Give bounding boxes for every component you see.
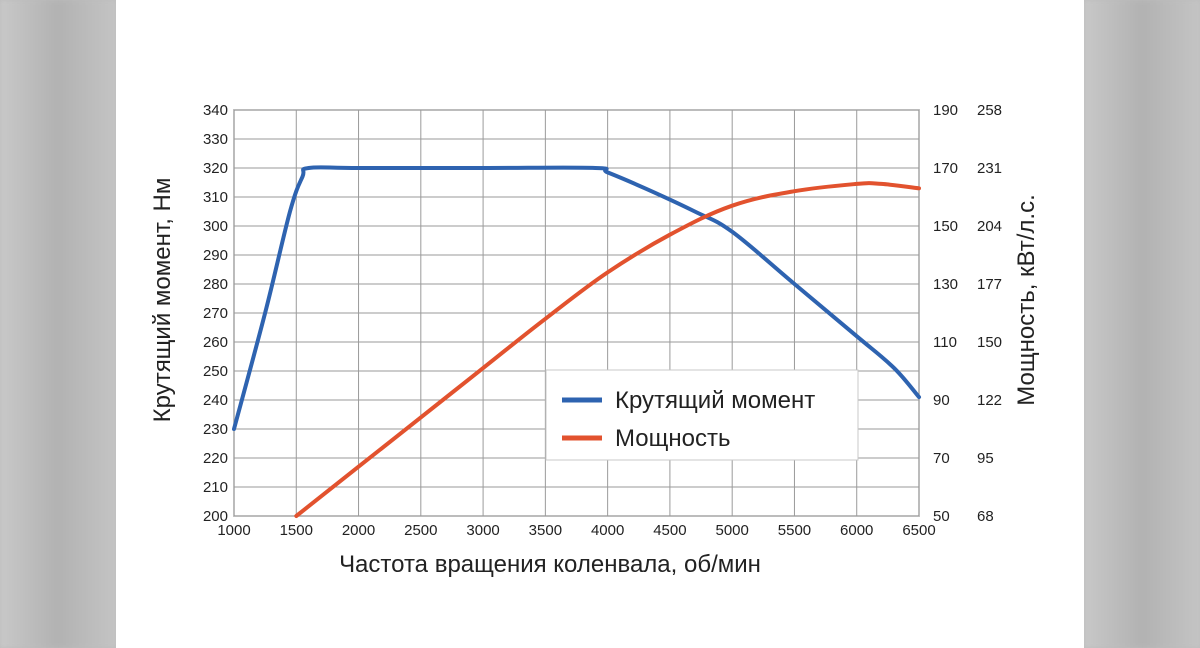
y-left-tick-label: 260 [203,334,228,351]
y-left-tick-label: 300 [203,218,228,235]
legend: Крутящий момент Мощность [545,369,859,461]
x-tick-label: 3500 [529,522,562,539]
x-tick-label: 5500 [778,522,811,539]
legend-label-torque: Крутящий момент [615,387,815,414]
power-series-line [294,181,921,518]
x-axis-ticks: 1000 1500 2000 2500 3000 3500 4000 4500 5000 5500… [217,522,935,539]
y-right-hp-tick-label: 258 [977,102,1002,119]
x-tick-label: 6000 [840,522,873,539]
y-left-tick-label: 220 [203,450,228,467]
y-right-hp-tick-label: 204 [977,218,1002,235]
x-tick-label: 6500 [902,522,935,539]
y-left-tick-label: 210 [203,479,228,496]
y-right-kw-tick-label: 70 [933,450,950,467]
y-left-tick-label: 290 [203,247,228,264]
y-left-tick-label: 240 [203,392,228,409]
y-right-kw-tick-label: 110 [933,334,957,351]
blurred-background-left [0,0,116,648]
y-right-kw-tick-label: 170 [933,160,958,177]
y-left-tick-label: 320 [203,160,228,177]
x-tick-label: 2500 [404,522,437,539]
y-right-kw-tick-label: 90 [933,392,950,409]
y-left-tick-label: 270 [203,305,228,322]
blurred-background-right [1084,0,1200,648]
legend-box [545,369,859,461]
x-tick-label: 4000 [591,522,624,539]
x-tick-label: 2000 [342,522,375,539]
left-axis-ticks: 200 210 220 230 240 250 260 270 280 290 300 310 320 3… [203,102,228,525]
y-right-hp-tick-label: 231 [977,160,1002,177]
y-right-kw-tick-label: 130 [933,276,958,293]
y-right-kw-tick-label: 150 [933,218,958,235]
x-tick-label: 1500 [280,522,313,539]
y-right-hp-tick-label: 177 [977,276,1002,293]
right-axis-title: Мощность, кВт/л.с. [1013,194,1040,406]
y-left-tick-label: 310 [203,189,228,206]
y-right-hp-tick-label: 95 [977,450,994,467]
x-axis-title: Частота вращения коленвала, об/мин [339,551,761,578]
chart-lines [232,165,921,518]
y-left-tick-label: 280 [203,276,228,293]
x-tick-label: 5000 [715,522,748,539]
chart-card: 200 210 220 230 240 250 260 270 280 290 300 310 320 3… [116,0,1084,648]
y-left-tick-label: 200 [203,508,228,525]
y-right-kw-tick-label: 190 [933,102,958,119]
torque-power-chart: 200 210 220 230 240 250 260 270 280 290 300 310 320 3… [149,102,1040,578]
y-right-hp-tick-label: 150 [977,334,1002,351]
y-left-tick-label: 230 [203,421,228,438]
y-right-hp-tick-label: 122 [977,392,1002,409]
y-left-tick-label: 250 [203,363,228,380]
x-tick-label: 4500 [653,522,686,539]
legend-label-power: Мощность [615,425,730,452]
x-tick-label: 3000 [466,522,499,539]
y-left-tick-label: 340 [203,102,228,119]
y-right-kw-tick-label: 50 [933,508,950,525]
torque-series-line [232,165,921,431]
right-axis-ticks: 50 68 70 95 90 122 110 150 130 177 150 204 170 231 190… [933,102,1002,525]
y-right-hp-tick-label: 68 [977,508,994,525]
left-axis-title: Крутящий момент, Нм [149,178,176,423]
y-left-tick-label: 330 [203,131,228,148]
x-tick-label: 1000 [217,522,250,539]
